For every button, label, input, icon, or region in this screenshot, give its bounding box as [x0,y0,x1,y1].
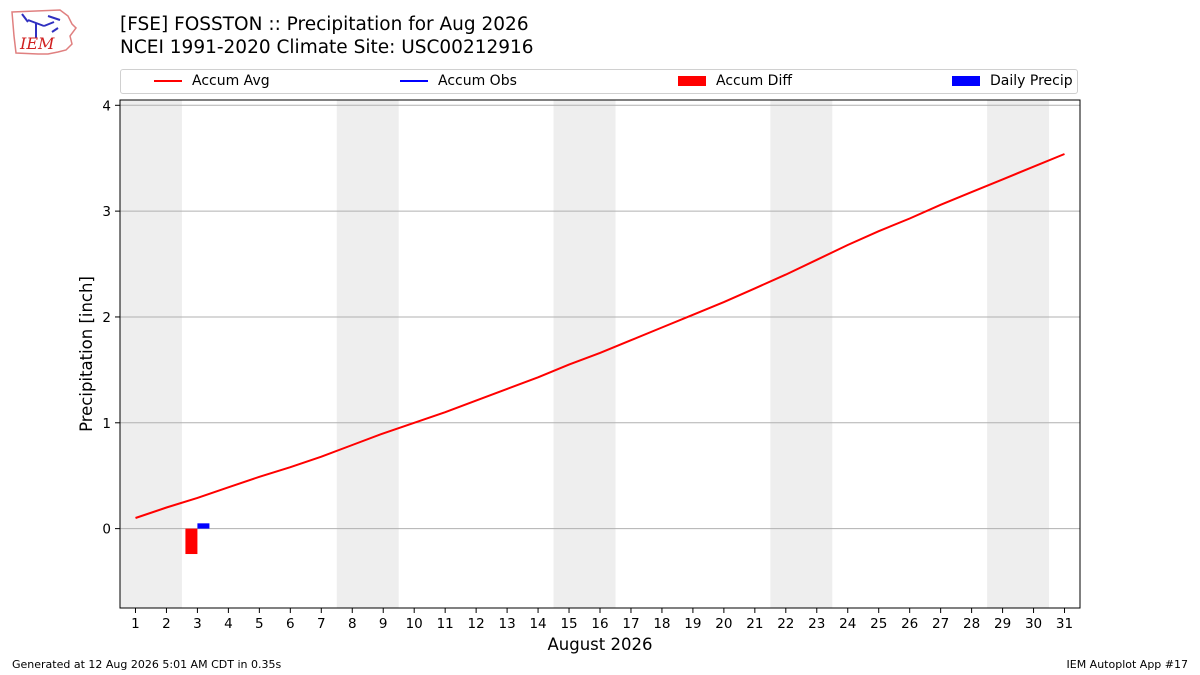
y-tick-label: 0 [102,522,111,538]
accum-diff-bar [185,528,198,555]
daily-precip-bar [197,523,210,529]
y-tick-label: 4 [102,98,111,114]
legend-key-daily-precip [952,76,980,86]
x-tick-label: 10 [406,616,423,632]
x-tick-label: 12 [468,616,485,632]
y-axis-ticks: 0 1 2 3 4 [102,98,120,538]
weekend-band [120,100,182,608]
x-tick-label: 25 [870,616,887,632]
x-tick-label: 8 [348,616,357,632]
x-tick-label: 19 [684,616,701,632]
legend-label-daily-precip: Daily Precip [990,73,1073,89]
legend-label-accum-avg: Accum Avg [192,73,270,89]
x-tick-label: 5 [255,616,264,632]
x-tick-label: 30 [1025,616,1042,632]
x-axis-label: August 2026 [548,635,653,654]
legend-item-accum-diff: Accum Diff [678,73,792,89]
x-tick-label: 26 [901,616,918,632]
legend-key-accum-avg [154,80,182,82]
weekend-shading [120,100,1050,608]
legend: Accum Avg Accum Obs Accum Diff Daily Pre… [120,69,1078,94]
x-tick-label: 15 [560,616,577,632]
x-tick-label: 23 [808,616,825,632]
x-tick-label: 11 [437,616,454,632]
x-tick-label: 28 [963,616,980,632]
app-credit: IEM Autoplot App #17 [1066,658,1189,671]
x-tick-label: 16 [591,616,608,632]
y-gridlines [120,104,1080,530]
legend-label-accum-diff: Accum Diff [716,73,793,89]
x-tick-label: 20 [715,616,732,632]
x-tick-label: 7 [317,616,326,632]
legend-key-accum-diff [678,76,706,86]
weekend-band [336,100,399,608]
y-tick-label: 3 [102,204,111,220]
weather-station-icon [21,13,61,38]
x-tick-label: 2 [162,616,171,632]
x-tick-label: 6 [286,616,295,632]
title-line-2: NCEI 1991-2020 Climate Site: USC00212916 [120,37,534,58]
x-tick-label: 3 [193,616,202,632]
legend-item-accum-avg: Accum Avg [154,73,270,89]
x-tick-label: 27 [932,616,949,632]
bars [185,523,210,555]
x-tick-label: 18 [653,616,670,632]
x-tick-label: 9 [379,616,388,632]
weekend-band [987,100,1050,608]
logo-text: IEM [19,34,55,53]
x-tick-label: 31 [1056,616,1073,632]
iem-logo: IEM [11,9,77,55]
y-axis-label: Precipitation [inch] [77,276,96,432]
iowa-outline [11,9,77,55]
title-line-1: [FSE] FOSSTON :: Precipitation for Aug 2… [120,14,529,35]
x-tick-label: 24 [839,616,856,632]
chart-title: [FSE] FOSSTON :: Precipitation for Aug 2… [120,13,534,59]
y-tick-label: 2 [102,310,111,326]
x-tick-label: 22 [777,616,794,632]
x-tick-label: 21 [746,616,763,632]
x-tick-label: 13 [499,616,516,632]
legend-item-accum-obs: Accum Obs [400,73,517,89]
y-tick-label: 1 [102,416,111,432]
x-tick-label: 29 [994,616,1011,632]
x-tick-label: 4 [224,616,233,632]
accum-avg-line [135,153,1065,519]
generated-timestamp: Generated at 12 Aug 2026 5:01 AM CDT in … [12,658,282,671]
legend-key-accum-obs [400,80,428,82]
x-tick-label: 14 [529,616,546,632]
x-axis-ticks: 1 2 3 4 5 6 7 8 9 10 11 12 13 14 15 16 17 18 19 20 21 22 23 24 2… [131,608,1073,632]
x-tick-label: 17 [622,616,639,632]
x-tick-label: 1 [131,616,140,632]
legend-item-daily-precip: Daily Precip [952,73,1073,89]
weekend-band [770,100,833,608]
legend-label-accum-obs: Accum Obs [438,73,517,89]
weekend-band [553,100,616,608]
